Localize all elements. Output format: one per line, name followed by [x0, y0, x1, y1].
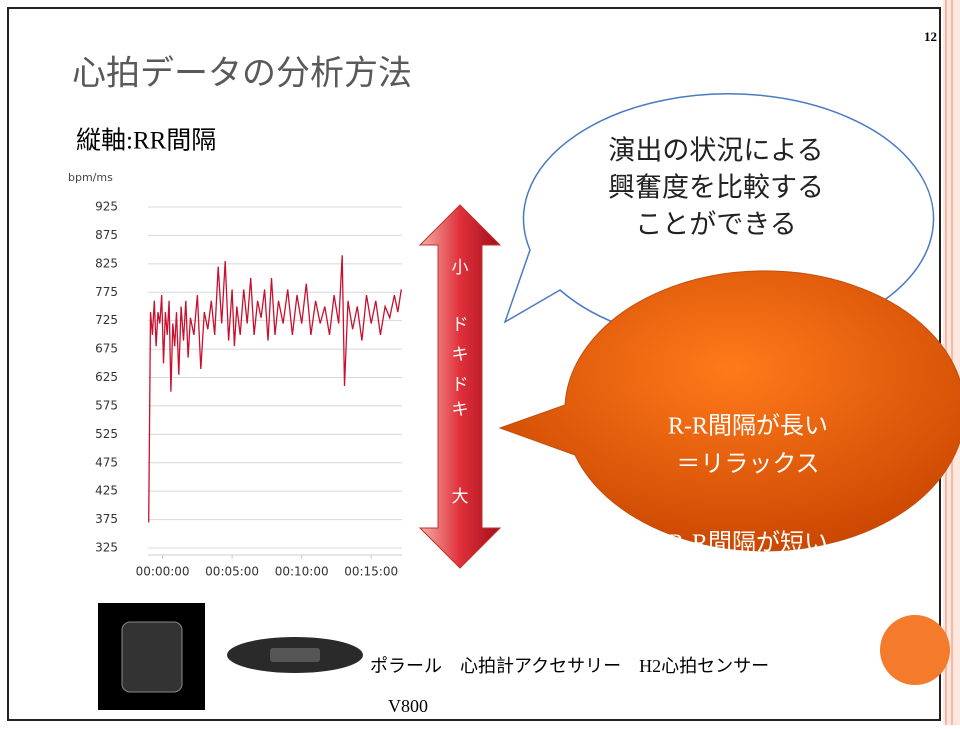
strap-logo	[270, 648, 320, 662]
arrow-label: キ	[452, 345, 469, 365]
bubble-text: ＝興奮状態	[688, 568, 808, 595]
caption: ポラール 心拍計アクセサリー H2心拍センサー	[370, 656, 769, 676]
arrow-label: ド	[452, 375, 469, 395]
arrow-label: 小	[452, 258, 469, 278]
x-tick-label: 00:00:00	[136, 565, 190, 579]
y-axis-label: bpm/ms	[68, 171, 113, 184]
y-tick-label: 425	[95, 484, 118, 498]
bubble-text: 演出の状況による	[608, 136, 823, 167]
caption: V800	[388, 696, 428, 716]
y-tick-label: 575	[95, 398, 118, 412]
y-tick-label: 525	[95, 427, 118, 441]
title: 心拍データの分析方法	[72, 54, 412, 94]
slide: 12 心拍データの分析方法 縦軸:RR間隔 bpm/ms 325 375 425 47…	[0, 0, 960, 725]
arrow-label: ド	[452, 315, 469, 335]
y-tick-label: 475	[95, 455, 118, 469]
page-number: 12	[924, 29, 937, 44]
bubble-text: R-R間隔が長い	[668, 413, 828, 440]
y-tick-label: 875	[95, 228, 118, 242]
y-tick-label: 625	[95, 370, 118, 384]
arrow-label: 大	[452, 487, 469, 507]
x-tick-label: 00:10:00	[275, 565, 329, 579]
y-tick-label: 825	[95, 256, 118, 270]
y-tick-label: 375	[95, 512, 118, 526]
arrow-label: キ	[452, 400, 469, 420]
decor-circle	[880, 615, 950, 685]
y-tick-label: 725	[95, 313, 118, 327]
y-tick-label: 675	[95, 342, 118, 356]
y-tick-label: 775	[95, 285, 118, 299]
y-tick-label: 925	[95, 200, 118, 214]
bubble-text: ＝リラックス	[676, 452, 819, 478]
subtitle: 縦軸:RR間隔	[76, 127, 216, 155]
bubble-text: ことができる	[635, 210, 796, 241]
bubble-text: 興奮度を比較する	[608, 173, 824, 204]
bubble-text: R-R間隔が短い	[668, 530, 828, 557]
x-tick-label: 00:05:00	[205, 565, 259, 579]
y-tick-label: 325	[95, 541, 118, 555]
watch-face	[122, 622, 182, 692]
x-tick-label: 00:15:00	[344, 565, 398, 579]
